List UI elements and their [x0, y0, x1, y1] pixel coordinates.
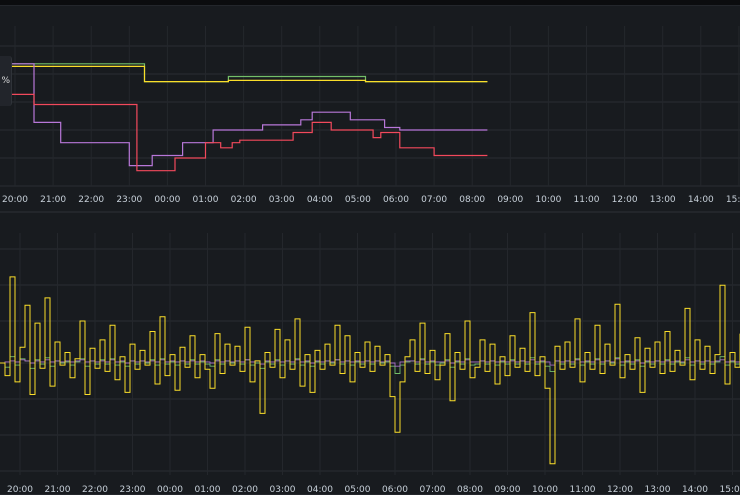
top-x-tick-label: 13:00	[650, 195, 676, 205]
top-x-tick-label: 20:00	[2, 195, 28, 205]
top-x-tick-label: 08:00	[459, 195, 485, 205]
bottom-x-tick-label: 09:00	[495, 485, 521, 494]
bottom-x-tick-label: 10:00	[532, 485, 558, 494]
top-x-tick-label: 09:00	[497, 195, 523, 205]
bottom-series-line-0	[0, 276, 740, 465]
bottom-chart-svg: 20:00 21:00 22:00 23:00 00:00 01:00 02:00 03:00…	[0, 233, 740, 494]
top-x-tick-label: 07:00	[421, 195, 447, 205]
top-x-tick-label: 01:00	[193, 195, 219, 205]
top-x-tick-label: 04:00	[307, 195, 333, 205]
top-x-tick-label: 05:00	[345, 195, 371, 205]
bottom-x-tick-label: 08:00	[457, 485, 483, 494]
top-timeseries-panel: 20:00 21:00 22:00 23:00 00:00 01:00 02:00 03:00…	[0, 5, 740, 212]
bottom-x-tick-label: 04:00	[307, 485, 333, 494]
top-x-tick-label: 22:00	[78, 195, 104, 205]
bottom-x-tick-label: 13:00	[645, 485, 671, 494]
bottom-x-tick-label: 11:00	[570, 485, 596, 494]
top-series-line-2	[3, 63, 488, 167]
top-grid	[0, 26, 740, 187]
bottom-x-tick-label: 15:00	[720, 485, 740, 494]
top-x-tick-label: 11:00	[574, 195, 600, 205]
bottom-x-tick-label: 03:00	[270, 485, 296, 494]
top-x-tick-label: 10:00	[535, 195, 561, 205]
bottom-x-tick-label: 21:00	[45, 485, 71, 494]
bottom-x-tick-label: 12:00	[607, 485, 633, 494]
bottom-x-tick-label: 14:00	[682, 485, 708, 494]
top-x-tick-label: 14:00	[688, 195, 714, 205]
top-x-tick-label: 02:00	[231, 195, 257, 205]
legend-tooltip-fragment: %	[0, 56, 12, 106]
top-x-tick-label: 03:00	[269, 195, 295, 205]
bottom-x-tick-label: 23:00	[120, 485, 146, 494]
dashboard-top-bar	[0, 0, 740, 5]
bottom-x-tick-label: 22:00	[82, 485, 108, 494]
top-chart-svg: 20:00 21:00 22:00 23:00 00:00 01:00 02:00 03:00…	[0, 26, 740, 205]
bottom-x-tick-label: 06:00	[382, 485, 408, 494]
bottom-x-tick-label: 00:00	[157, 485, 183, 494]
bottom-x-tick-label: 05:00	[345, 485, 371, 494]
bottom-x-tick-label: 02:00	[232, 485, 258, 494]
top-x-tick-label: 23:00	[116, 195, 142, 205]
bottom-x-tick-label: 20:00	[7, 485, 33, 494]
top-x-tick-label: 00:00	[154, 195, 180, 205]
bottom-x-tick-label: 01:00	[195, 485, 221, 494]
top-series-line-1	[3, 65, 488, 83]
top-x-tick-label: 21:00	[40, 195, 66, 205]
bottom-x-tick-label: 07:00	[420, 485, 446, 494]
top-x-tick-label: 12:00	[612, 195, 638, 205]
bottom-timeseries-panel: 20:00 21:00 22:00 23:00 00:00 01:00 02:00 03:00…	[0, 212, 740, 495]
top-series-line-3	[3, 93, 488, 172]
legend-fragment-text: %	[1, 76, 10, 86]
top-x-tick-label: 06:00	[383, 195, 409, 205]
top-x-tick-label: 15:00	[726, 195, 740, 205]
